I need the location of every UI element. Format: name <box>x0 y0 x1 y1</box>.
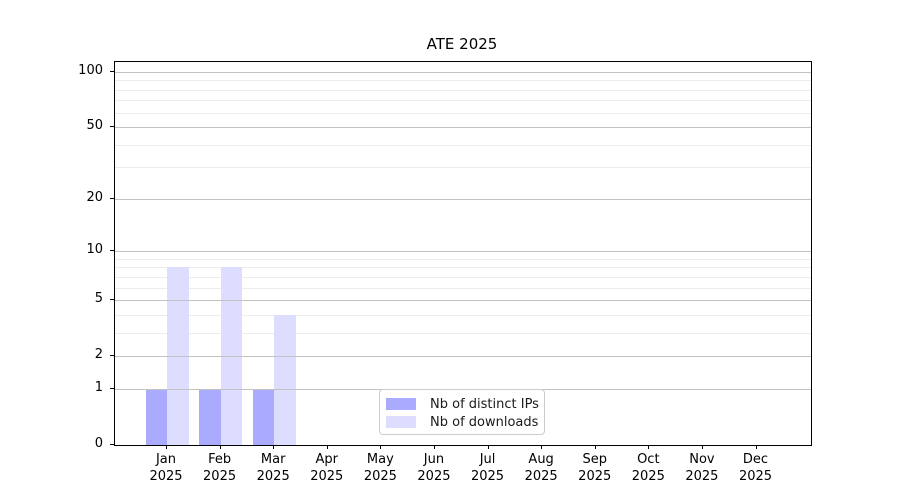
x-tick-month: Jun <box>423 452 445 467</box>
y-tick-label: 1 <box>94 379 103 395</box>
plot-area: Nb of distinct IPs Nb of downloads <box>114 61 812 446</box>
legend-item: Nb of downloads <box>385 413 539 431</box>
x-tick-month: May <box>366 452 394 467</box>
bar-distinct-ips <box>145 388 167 445</box>
minor-gridline <box>115 276 811 278</box>
x-tick-mark <box>433 445 435 449</box>
y-tick-label: 20 <box>86 189 103 205</box>
y-tick-label: 10 <box>86 242 103 258</box>
x-tick-label: Jan 2025 <box>139 451 193 485</box>
minor-gridline <box>115 144 811 146</box>
x-tick-year: 2025 <box>524 469 558 484</box>
x-tick-month: Oct <box>637 452 660 467</box>
x-tick-label: Sep 2025 <box>568 451 622 485</box>
x-tick-label: May 2025 <box>353 451 407 485</box>
major-gridline <box>115 356 811 358</box>
minor-gridline <box>115 267 811 269</box>
x-tick-month: Sep <box>582 452 607 467</box>
x-tick-mark <box>219 445 221 449</box>
minor-gridline <box>115 287 811 289</box>
x-tick-label: Feb 2025 <box>193 451 247 485</box>
x-tick-month: Jan <box>155 452 177 467</box>
minor-gridline <box>115 314 811 316</box>
x-tick-mark <box>648 445 650 449</box>
x-tick-year: 2025 <box>256 469 290 484</box>
y-tick-mark <box>110 444 114 445</box>
y-tick-label: 100 <box>78 62 103 78</box>
x-tick-month: Apr <box>315 452 339 467</box>
x-tick-year: 2025 <box>578 469 612 484</box>
minor-gridline <box>115 89 811 91</box>
x-tick-year: 2025 <box>203 469 237 484</box>
x-tick-month: Jul <box>479 452 496 467</box>
y-tick-label: 5 <box>94 291 103 307</box>
chart-title: ATE 2025 <box>426 35 498 53</box>
x-tick-label: Jul 2025 <box>461 451 515 485</box>
y-tick-mark <box>110 299 114 301</box>
x-tick-mark <box>541 445 543 449</box>
x-tick-label: Dec 2025 <box>729 451 783 485</box>
minor-gridline <box>115 332 811 334</box>
minor-gridline <box>115 80 811 82</box>
x-tick-year: 2025 <box>149 469 183 484</box>
legend-item: Nb of distinct IPs <box>385 395 539 413</box>
x-tick-mark <box>380 445 382 449</box>
minor-gridline <box>115 100 811 102</box>
legend-label: Nb of distinct IPs <box>430 396 539 412</box>
x-tick-label: Mar 2025 <box>246 451 300 485</box>
x-tick-year: 2025 <box>363 469 397 484</box>
y-tick-label: 50 <box>86 118 103 134</box>
x-tick-mark <box>701 445 703 449</box>
x-tick-month: Nov <box>689 452 715 467</box>
bar-distinct-ips <box>252 388 275 445</box>
legend-swatch <box>386 398 416 410</box>
y-tick-mark <box>110 70 114 72</box>
y-tick-label: 2 <box>94 347 103 363</box>
x-tick-year: 2025 <box>470 469 505 484</box>
x-tick-month: Feb <box>208 452 232 467</box>
x-tick-mark <box>166 445 167 449</box>
y-tick-mark <box>110 250 114 252</box>
x-tick-month: Aug <box>528 452 554 467</box>
x-tick-label: Oct 2025 <box>621 451 675 485</box>
bar-downloads <box>274 314 296 445</box>
major-gridline <box>115 251 811 253</box>
x-tick-label: Nov 2025 <box>675 451 729 485</box>
x-tick-mark <box>594 445 596 449</box>
legend: Nb of distinct IPs Nb of downloads <box>379 389 545 435</box>
y-tick-label: 0 <box>94 436 103 451</box>
major-gridline <box>115 300 811 302</box>
x-tick-year: 2025 <box>310 469 344 484</box>
y-tick-mark <box>110 197 114 199</box>
major-gridline <box>115 198 811 200</box>
bar-downloads <box>220 267 243 445</box>
x-tick-month: Mar <box>260 452 286 467</box>
x-tick-mark <box>326 445 328 449</box>
x-tick-mark <box>487 445 489 449</box>
x-tick-year: 2025 <box>631 469 665 484</box>
x-tick-label: Jun 2025 <box>407 451 461 485</box>
bar-distinct-ips <box>199 388 221 445</box>
x-tick-year: 2025 <box>685 469 719 484</box>
y-tick-mark <box>110 126 114 128</box>
y-tick-mark <box>110 355 114 357</box>
y-tick-mark <box>110 387 114 389</box>
bar-downloads <box>167 267 189 445</box>
x-tick-year: 2025 <box>417 469 451 484</box>
x-tick-mark <box>273 445 275 449</box>
x-tick-month: Dec <box>742 452 769 467</box>
major-gridline <box>115 127 811 129</box>
minor-gridline <box>115 258 811 260</box>
x-tick-label: Apr 2025 <box>300 451 354 485</box>
minor-gridline <box>115 112 811 114</box>
legend-label: Nb of downloads <box>430 414 539 430</box>
x-tick-label: Aug 2025 <box>514 451 568 485</box>
x-tick-mark <box>755 445 757 449</box>
legend-swatch <box>386 416 416 428</box>
x-tick-year: 2025 <box>738 469 773 484</box>
minor-gridline <box>115 167 811 169</box>
major-gridline <box>115 71 811 73</box>
